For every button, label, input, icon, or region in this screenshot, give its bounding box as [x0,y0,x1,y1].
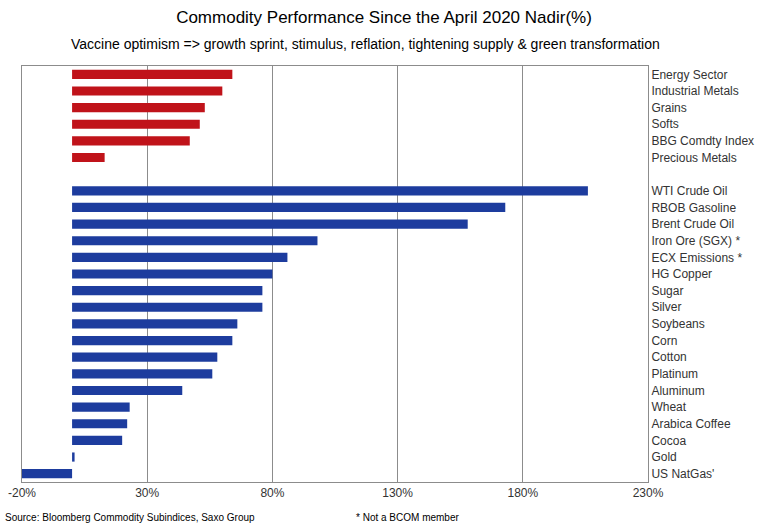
svg-text:130%: 130% [382,486,413,500]
svg-text:Brent Crude Oil: Brent Crude Oil [651,217,734,231]
svg-text:ECX Emissions *: ECX Emissions * [651,251,742,265]
svg-text:Aluminum: Aluminum [651,384,704,398]
svg-text:HG Copper: HG Copper [651,267,712,281]
svg-text:Energy Sector: Energy Sector [651,68,727,82]
svg-text:Silver: Silver [651,300,681,314]
svg-text:Grains: Grains [651,101,686,115]
svg-text:Precious Metals: Precious Metals [651,151,736,165]
svg-text:Gold: Gold [651,450,676,464]
svg-text:230%: 230% [633,486,664,500]
svg-text:Soybeans: Soybeans [651,317,704,331]
svg-text:RBOB Gasoline: RBOB Gasoline [651,201,736,215]
svg-text:Wheat: Wheat [651,400,686,414]
svg-text:Platinum: Platinum [651,367,698,381]
svg-text:Corn: Corn [651,334,677,348]
svg-text:80%: 80% [260,486,284,500]
svg-text:-20%: -20% [8,486,36,500]
svg-text:Commodity Performance Since th: Commodity Performance Since the April 20… [176,8,592,27]
svg-text:Arabica Coffee: Arabica Coffee [651,417,730,431]
svg-text:BBG Comdty Index: BBG Comdty Index [651,134,754,148]
svg-text:180%: 180% [507,486,538,500]
svg-text:Softs: Softs [651,117,678,131]
svg-text:Source: Bloomberg Commodity Su: Source: Bloomberg Commodity Subindices, … [5,512,255,523]
svg-text:US NatGas': US NatGas' [651,467,714,481]
svg-text:Cotton: Cotton [651,350,686,364]
svg-text:* Not a BCOM member: * Not a BCOM member [356,512,459,523]
svg-text:Vaccine optimism => growth spr: Vaccine optimism => growth sprint, stimu… [71,36,660,52]
svg-text:Sugar: Sugar [651,284,683,298]
svg-text:Cocoa: Cocoa [651,434,686,448]
svg-text:30%: 30% [135,486,159,500]
svg-text:Iron Ore (SGX) *: Iron Ore (SGX) * [651,234,740,248]
svg-text:Industrial Metals: Industrial Metals [651,84,738,98]
svg-text:WTI Crude Oil: WTI Crude Oil [651,184,727,198]
